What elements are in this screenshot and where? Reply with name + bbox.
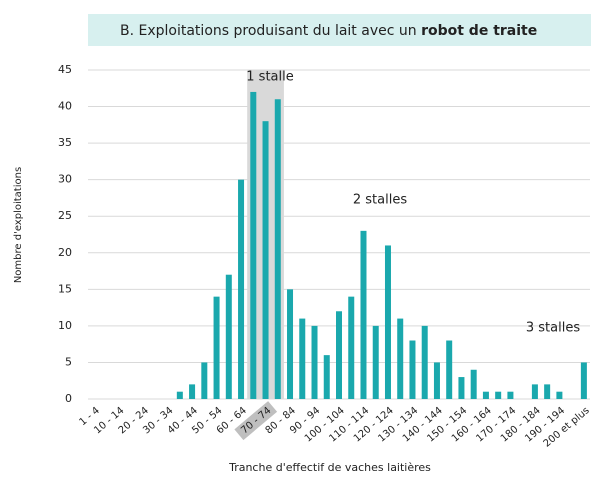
bar — [287, 289, 294, 399]
label-highlight — [234, 401, 278, 441]
bar — [397, 318, 404, 399]
bar — [323, 355, 330, 399]
y-tick-label: 15 — [58, 282, 72, 295]
bar — [409, 340, 416, 399]
title-box — [88, 14, 591, 46]
bar — [336, 311, 342, 399]
bar — [531, 384, 538, 399]
bar — [348, 296, 355, 399]
bar — [262, 121, 269, 399]
bar — [225, 274, 232, 399]
y-tick-label: 20 — [58, 246, 72, 259]
chart-title: B. Exploitations produisant du lait avec… — [120, 23, 537, 39]
bar — [580, 362, 587, 399]
bar — [189, 384, 196, 399]
bar — [311, 325, 318, 399]
bar — [507, 391, 514, 399]
title-bold: robot de traite — [421, 23, 537, 39]
y-tick-label: 25 — [58, 209, 72, 222]
y-tick-label: 40 — [58, 100, 72, 113]
bar — [495, 391, 502, 399]
bar — [544, 384, 551, 399]
bar — [470, 369, 477, 399]
bar — [299, 318, 306, 399]
bar — [556, 391, 563, 399]
bar — [238, 179, 245, 399]
bar — [433, 362, 440, 399]
bar — [250, 91, 257, 399]
y-tick-label: 0 — [65, 392, 72, 405]
annotation: 2 stalles — [353, 193, 407, 208]
y-tick-label: 5 — [65, 355, 72, 368]
title-text: B. Exploitations produisant du lait avec… — [120, 23, 417, 39]
bar — [446, 340, 453, 399]
y-tick-label: 45 — [58, 63, 72, 76]
bar — [421, 325, 428, 399]
y-tick-label: 10 — [58, 319, 72, 332]
bar — [201, 362, 208, 399]
bar — [372, 325, 379, 399]
bar — [360, 230, 367, 399]
bar — [176, 391, 183, 399]
annotation: 3 stalles — [526, 321, 580, 336]
annotation: 1 stalle — [246, 70, 293, 85]
bar — [384, 245, 391, 399]
y-tick-label: 35 — [58, 136, 72, 149]
bar — [458, 377, 465, 399]
y-tick-label: 30 — [58, 173, 72, 186]
bar — [482, 391, 489, 399]
y-axis-label: Nombre d'exploitations — [13, 167, 24, 283]
x-axis-label: Tranche d'effectif de vaches laitières — [228, 461, 431, 474]
bar — [274, 99, 281, 399]
bar — [213, 296, 220, 399]
